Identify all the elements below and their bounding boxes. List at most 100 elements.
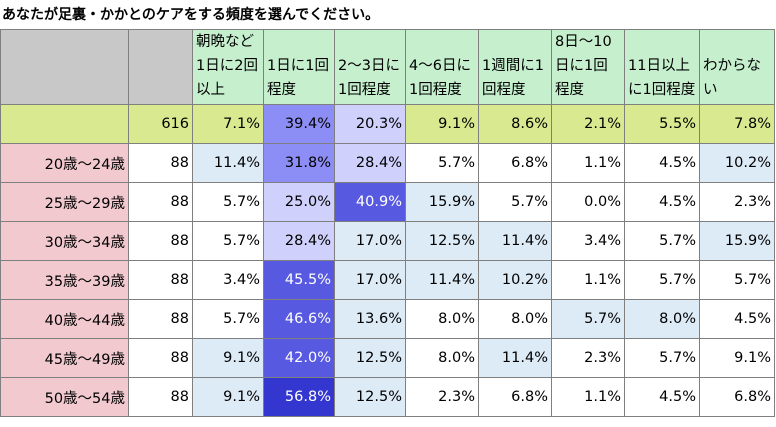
row-n: 88 (128, 377, 193, 417)
cell-value: 3.4% (551, 221, 625, 261)
column-header-5: 1週間に1回程度 (478, 29, 552, 105)
cell-value: 1.1% (551, 377, 625, 417)
crosstab-table: 朝晩など1日に2回以上 1日に1回程度 2～3日に1回程度 4～6日に1回程度 1週間に… (0, 29, 775, 417)
cell-value: 5.7% (699, 260, 775, 300)
row-label: 20歳～24歳 (0, 143, 129, 183)
cell-value: 17.0% (334, 260, 406, 300)
row-label: 40歳～44歳 (0, 299, 129, 339)
cell-value: 5.7% (624, 260, 700, 300)
header-corner (0, 29, 129, 105)
cell-value: 12.5% (334, 377, 406, 417)
cell-value: 11.4% (192, 143, 264, 183)
row-n: 88 (128, 221, 193, 261)
cell-value: 6.8% (478, 377, 552, 417)
cell-value: 4.5% (699, 299, 775, 339)
column-header-1: 朝晩など1日に2回以上 (192, 29, 264, 105)
cell-value: 40.9% (334, 182, 406, 222)
table-row: 35歳～39歳 88 3.4% 45.5% 17.0% 11.4% 10.2% 1.1% 5.7… (0, 260, 775, 300)
total-value-7: 5.5% (624, 104, 700, 144)
column-header-3: 2～3日に1回程度 (334, 29, 406, 105)
cell-value: 3.4% (192, 260, 264, 300)
cell-value: 45.5% (263, 260, 335, 300)
cell-value: 12.5% (405, 221, 479, 261)
total-value-2: 39.4% (263, 104, 335, 144)
cell-value: 25.0% (263, 182, 335, 222)
row-n: 88 (128, 338, 193, 378)
column-header-4: 4～6日に1回程度 (405, 29, 479, 105)
row-label: 25歳～29歳 (0, 182, 129, 222)
cell-value: 12.5% (334, 338, 406, 378)
cell-value: 10.2% (478, 260, 552, 300)
cell-value: 11.4% (478, 338, 552, 378)
cell-value: 9.1% (192, 377, 264, 417)
total-row: 616 7.1% 39.4% 20.3% 9.1% 8.6% 2.1% 5.5% 7.8% (0, 104, 775, 144)
cell-value: 5.7% (478, 182, 552, 222)
row-n: 88 (128, 299, 193, 339)
cell-value: 4.5% (624, 377, 700, 417)
table-row: 40歳～44歳 88 5.7% 46.6% 13.6% 8.0% 8.0% 5.7% 8.0% 4… (0, 299, 775, 339)
header-row: 朝晩など1日に2回以上 1日に1回程度 2～3日に1回程度 4～6日に1回程度 1週間に… (0, 29, 775, 105)
row-label: 50歳～54歳 (0, 377, 129, 417)
total-value-8: 7.8% (699, 104, 775, 144)
column-header-7: 11日以上に1回程度 (624, 29, 700, 105)
table-row: 30歳～34歳 88 5.7% 28.4% 17.0% 12.5% 11.4% 3.4% 5.7… (0, 221, 775, 261)
row-n: 88 (128, 182, 193, 222)
cell-value: 8.0% (478, 299, 552, 339)
column-header-2: 1日に1回程度 (263, 29, 335, 105)
cell-value: 9.1% (192, 338, 264, 378)
row-label: 30歳～34歳 (0, 221, 129, 261)
cell-value: 6.8% (478, 143, 552, 183)
cell-value: 5.7% (192, 182, 264, 222)
cell-value: 5.7% (405, 143, 479, 183)
table-row: 45歳～49歳 88 9.1% 42.0% 12.5% 8.0% 11.4% 2.3% 5.7%… (0, 338, 775, 378)
cell-value: 46.6% (263, 299, 335, 339)
cell-value: 5.7% (624, 221, 700, 261)
cell-value: 6.8% (699, 377, 775, 417)
cell-value: 28.4% (263, 221, 335, 261)
column-header-8: わからない (699, 29, 775, 105)
cell-value: 9.1% (699, 338, 775, 378)
cell-value: 10.2% (699, 143, 775, 183)
column-header-6: 8日～10日に1回程度 (551, 29, 625, 105)
cell-value: 17.0% (334, 221, 406, 261)
cell-value: 11.4% (478, 221, 552, 261)
table-row: 25歳～29歳 88 5.7% 25.0% 40.9% 15.9% 5.7% 0.0% 4.5%… (0, 182, 775, 222)
cell-value: 13.6% (334, 299, 406, 339)
cell-value: 1.1% (551, 143, 625, 183)
cell-value: 11.4% (405, 260, 479, 300)
table-row: 20歳～24歳 88 11.4% 31.8% 28.4% 5.7% 6.8% 1.1% 4.5%… (0, 143, 775, 183)
cell-value: 5.7% (192, 221, 264, 261)
total-value-5: 8.6% (478, 104, 552, 144)
cell-value: 28.4% (334, 143, 406, 183)
row-n: 88 (128, 143, 193, 183)
total-value-6: 2.1% (551, 104, 625, 144)
header-n-cell (128, 29, 193, 105)
cell-value: 8.0% (624, 299, 700, 339)
cell-value: 4.5% (624, 143, 700, 183)
cell-value: 5.7% (192, 299, 264, 339)
cell-value: 15.9% (405, 182, 479, 222)
total-value-3: 20.3% (334, 104, 406, 144)
row-n: 88 (128, 260, 193, 300)
chart-title: あなたが足裏・かかとのケアをする頻度を選んでください。 (2, 7, 380, 23)
cell-value: 56.8% (263, 377, 335, 417)
cell-value: 4.5% (624, 182, 700, 222)
cell-value: 0.0% (551, 182, 625, 222)
row-label: 35歳～39歳 (0, 260, 129, 300)
total-label-cell (0, 104, 129, 144)
table-row: 50歳～54歳 88 9.1% 56.8% 12.5% 2.3% 6.8% 1.1% 4.5% 6… (0, 377, 775, 417)
cell-value: 15.9% (699, 221, 775, 261)
cell-value: 8.0% (405, 338, 479, 378)
cell-value: 8.0% (405, 299, 479, 339)
cell-value: 5.7% (624, 338, 700, 378)
cell-value: 5.7% (551, 299, 625, 339)
cell-value: 31.8% (263, 143, 335, 183)
cell-value: 2.3% (551, 338, 625, 378)
total-value-4: 9.1% (405, 104, 479, 144)
cell-value: 42.0% (263, 338, 335, 378)
total-n: 616 (128, 104, 193, 144)
cell-value: 1.1% (551, 260, 625, 300)
cell-value: 2.3% (405, 377, 479, 417)
row-label: 45歳～49歳 (0, 338, 129, 378)
total-value-1: 7.1% (192, 104, 264, 144)
